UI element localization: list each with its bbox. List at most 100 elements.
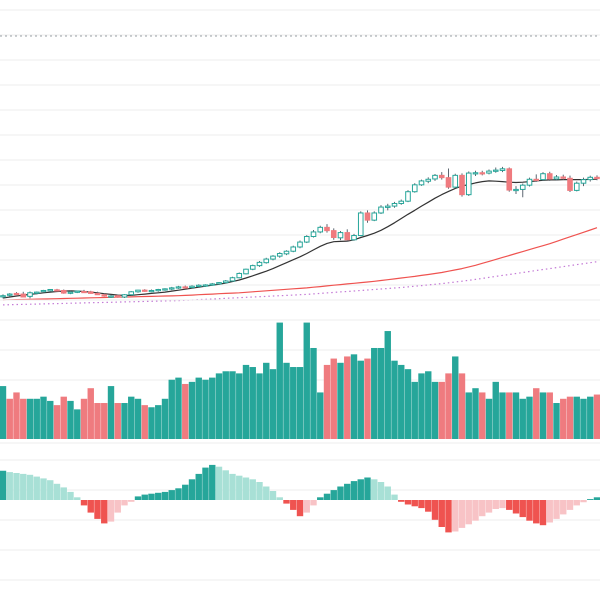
volume-panel: [0, 322, 600, 439]
candle-body-up: [303, 236, 310, 243]
candle-body-down: [324, 226, 330, 232]
candle-body-up: [236, 272, 243, 279]
candle-body-down: [20, 293, 27, 298]
candle-body-up: [189, 285, 195, 289]
candle-body-down: [546, 173, 553, 180]
volume-bar-up: [67, 400, 74, 439]
volume-bar-up: [229, 371, 236, 439]
volume-bar-up: [337, 362, 344, 439]
volume-bar-up: [0, 386, 7, 439]
volume-bar-down: [141, 405, 148, 439]
volume-bar-up: [587, 396, 594, 439]
volume-bar-down: [80, 398, 88, 439]
candle-body-up: [47, 288, 54, 292]
volume-bar-up: [485, 398, 493, 439]
histogram-bar-negative: [121, 500, 128, 506]
histogram-bar-negative: [404, 500, 412, 505]
histogram-bar-negative: [499, 500, 506, 509]
histogram-bar-positive: [276, 497, 283, 500]
histogram-bar-negative: [101, 500, 108, 524]
histogram-bar-positive: [195, 473, 202, 500]
histogram-bar-positive: [317, 497, 324, 500]
candle-body-down: [114, 295, 121, 298]
histogram-bar-negative: [506, 500, 513, 510]
volume-bar-down: [458, 373, 466, 439]
volume-bar-down: [546, 392, 553, 439]
histogram-bar-positive: [40, 478, 47, 500]
histogram-bar-positive: [263, 486, 270, 500]
histogram-bar-positive: [134, 496, 142, 500]
volume-bar-up: [465, 392, 472, 439]
histogram-bar-negative: [296, 500, 304, 517]
candle-body-down: [81, 290, 87, 294]
volume-bar-down: [60, 396, 67, 439]
candle-body-up: [121, 294, 128, 298]
candle-body-down: [594, 176, 600, 180]
histogram-bar-positive: [155, 492, 162, 500]
volume-bar-up: [310, 347, 317, 439]
volume-bar-up: [276, 322, 283, 439]
candle-body-up: [270, 255, 276, 260]
volume-bar-up: [283, 362, 290, 439]
histogram-bar-positive: [141, 494, 148, 500]
volume-bar-up: [371, 347, 378, 439]
candle-body-up: [40, 289, 47, 293]
candle-body-up: [351, 235, 357, 241]
volume-bar-up: [148, 407, 155, 439]
volume-bar-up: [236, 373, 243, 439]
histogram-bar-negative: [492, 500, 499, 509]
volume-bar-up: [155, 405, 162, 439]
candle-body-up: [256, 261, 263, 267]
histogram-bar-negative: [472, 500, 479, 521]
candle-body-down: [141, 289, 148, 292]
histogram-bar-positive: [249, 479, 256, 500]
volume-bar-up: [222, 371, 229, 439]
candle-body-up: [405, 191, 411, 202]
histogram-bar-positive: [269, 491, 277, 500]
volume-bar-up: [411, 381, 418, 439]
volume-bar-down: [20, 398, 27, 439]
candle-body-down: [54, 289, 60, 292]
histogram-bar-negative: [303, 500, 310, 513]
candle-body-up: [465, 172, 472, 196]
candle-body-up: [148, 289, 155, 293]
candle-body-down: [438, 174, 445, 179]
histogram-bar-positive: [384, 486, 391, 500]
candle-body-up: [580, 179, 587, 184]
histogram-bar-negative: [94, 500, 101, 519]
volume-bar-up: [303, 322, 310, 439]
candle-body-down: [87, 291, 94, 294]
candle-body-up: [432, 174, 438, 180]
candle-body-down: [94, 292, 101, 296]
candle-body-up: [108, 295, 114, 298]
volume-bar-up: [526, 396, 533, 439]
histogram-bar-negative: [512, 500, 520, 514]
histogram-bar-negative: [431, 500, 439, 520]
volume-bar-up: [350, 354, 358, 439]
histogram-bar-negative: [560, 500, 567, 515]
price-panel: [0, 166, 600, 306]
ma-short-line: [2, 178, 597, 299]
candle-body-up: [290, 246, 297, 252]
candle-body-down: [445, 177, 452, 188]
candle-body-up: [425, 178, 432, 182]
candle-body-up: [378, 206, 384, 214]
candle-body-up: [263, 258, 270, 264]
volume-bar-up: [202, 379, 209, 439]
volume-bar-down: [344, 356, 351, 439]
volume-bar-up: [499, 392, 506, 439]
volume-bar-down: [87, 388, 94, 439]
volume-bar-up: [188, 381, 196, 439]
histogram-bar-positive: [209, 464, 216, 500]
volume-bar-up: [296, 367, 304, 439]
candle-body-down: [344, 232, 351, 241]
candle-body-up: [492, 169, 499, 172]
volume-bar-up: [492, 381, 499, 439]
histogram-bar-negative: [533, 500, 540, 524]
candle-body-down: [506, 168, 513, 191]
histogram-bar-positive: [182, 484, 189, 500]
candle-body-up: [276, 253, 283, 257]
histogram-bar-positive: [377, 482, 385, 500]
volume-bar-up: [431, 381, 439, 439]
